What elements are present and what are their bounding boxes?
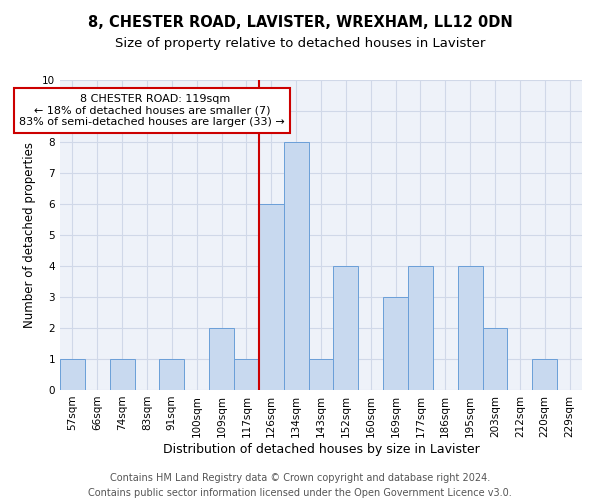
X-axis label: Distribution of detached houses by size in Lavister: Distribution of detached houses by size … <box>163 442 479 456</box>
Text: Size of property relative to detached houses in Lavister: Size of property relative to detached ho… <box>115 38 485 51</box>
Text: 8 CHESTER ROAD: 119sqm
← 18% of detached houses are smaller (7)
83% of semi-deta: 8 CHESTER ROAD: 119sqm ← 18% of detached… <box>19 94 285 127</box>
Bar <box>458 266 482 390</box>
Bar <box>259 204 284 390</box>
Y-axis label: Number of detached properties: Number of detached properties <box>23 142 37 328</box>
Bar <box>234 359 259 390</box>
Bar <box>532 359 557 390</box>
Bar <box>209 328 234 390</box>
Bar <box>284 142 308 390</box>
Text: Contains HM Land Registry data © Crown copyright and database right 2024.
Contai: Contains HM Land Registry data © Crown c… <box>88 472 512 498</box>
Bar <box>482 328 508 390</box>
Bar <box>408 266 433 390</box>
Bar <box>308 359 334 390</box>
Bar <box>334 266 358 390</box>
Bar <box>110 359 134 390</box>
Bar <box>160 359 184 390</box>
Bar <box>60 359 85 390</box>
Bar <box>383 297 408 390</box>
Text: 8, CHESTER ROAD, LAVISTER, WREXHAM, LL12 0DN: 8, CHESTER ROAD, LAVISTER, WREXHAM, LL12… <box>88 15 512 30</box>
